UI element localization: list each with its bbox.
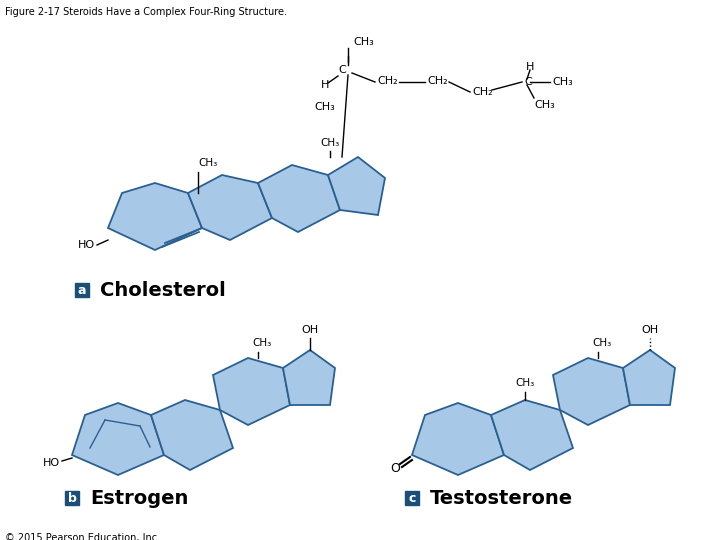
Text: c: c xyxy=(408,491,415,504)
Text: CH₃: CH₃ xyxy=(198,158,217,168)
FancyBboxPatch shape xyxy=(75,283,89,297)
Polygon shape xyxy=(491,400,573,470)
Text: CH₃: CH₃ xyxy=(515,378,534,388)
Text: H: H xyxy=(321,80,329,90)
Text: OH: OH xyxy=(642,325,659,335)
Polygon shape xyxy=(412,403,504,475)
Polygon shape xyxy=(188,175,272,240)
Text: b: b xyxy=(68,491,76,504)
Text: CH₂: CH₂ xyxy=(377,76,397,86)
Text: C: C xyxy=(524,77,532,87)
Polygon shape xyxy=(72,403,164,475)
Text: HO: HO xyxy=(43,458,60,468)
Text: Cholesterol: Cholesterol xyxy=(100,280,226,300)
Text: O: O xyxy=(390,462,400,475)
Text: © 2015 Pearson Education, Inc.: © 2015 Pearson Education, Inc. xyxy=(5,533,160,540)
Text: CH₃: CH₃ xyxy=(592,338,611,348)
Polygon shape xyxy=(258,165,340,232)
Polygon shape xyxy=(553,358,630,425)
Text: HO: HO xyxy=(78,240,95,250)
Text: Estrogen: Estrogen xyxy=(90,489,189,508)
Text: CH₃: CH₃ xyxy=(353,37,374,47)
Text: CH₃: CH₃ xyxy=(534,100,554,110)
Polygon shape xyxy=(623,350,675,405)
FancyBboxPatch shape xyxy=(65,491,79,505)
Text: CH₃: CH₃ xyxy=(552,77,572,87)
FancyBboxPatch shape xyxy=(405,491,419,505)
Text: CH₂: CH₂ xyxy=(427,76,448,86)
Polygon shape xyxy=(108,183,202,250)
Polygon shape xyxy=(151,400,233,470)
Polygon shape xyxy=(328,157,385,215)
Polygon shape xyxy=(213,358,290,425)
Text: C: C xyxy=(338,65,346,75)
Text: CH₃: CH₃ xyxy=(252,338,271,348)
Text: CH₂: CH₂ xyxy=(472,87,492,97)
Text: Testosterone: Testosterone xyxy=(430,489,573,508)
Text: CH₃: CH₃ xyxy=(320,138,340,148)
Text: a: a xyxy=(78,284,86,296)
Text: H: H xyxy=(526,62,534,72)
Text: CH₃: CH₃ xyxy=(315,102,336,112)
Polygon shape xyxy=(283,350,335,405)
Text: Figure 2-17 Steroids Have a Complex Four-Ring Structure.: Figure 2-17 Steroids Have a Complex Four… xyxy=(5,7,287,17)
Text: OH: OH xyxy=(302,325,318,335)
